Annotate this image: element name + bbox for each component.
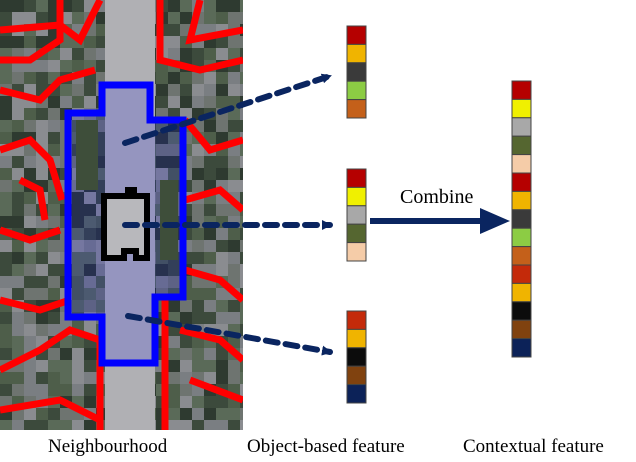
feature-cell xyxy=(511,135,532,156)
feature-cell xyxy=(511,80,532,100)
feature-cell xyxy=(511,246,532,266)
feature-cell xyxy=(511,209,532,229)
object-feature-vector-3 xyxy=(346,310,367,404)
combine-label: Combine xyxy=(400,186,474,208)
feature-cell xyxy=(511,319,532,340)
feature-cell xyxy=(511,282,532,303)
dashed-arrow-top xyxy=(122,73,333,146)
feature-cell xyxy=(346,347,367,367)
feature-cell xyxy=(511,154,532,174)
feature-cell xyxy=(346,168,367,188)
feature-cell xyxy=(346,43,367,64)
feature-cell xyxy=(346,99,367,119)
object-feature-vector-2 xyxy=(346,168,367,262)
feature-cell xyxy=(511,338,532,358)
feature-cell xyxy=(511,98,532,119)
neighbourhood-label: Neighbourhood xyxy=(48,436,168,457)
feature-cell xyxy=(346,384,367,404)
feature-cell xyxy=(346,80,367,101)
feature-cell xyxy=(346,25,367,45)
feature-cell xyxy=(346,223,367,244)
feature-cell xyxy=(511,190,532,211)
feature-cell xyxy=(511,264,532,284)
combine-arrowhead xyxy=(480,208,510,234)
dashed-arrow-bottom xyxy=(125,313,333,356)
feature-cell xyxy=(511,301,532,321)
feature-cell xyxy=(346,62,367,82)
feature-cell xyxy=(346,186,367,207)
feature-cell xyxy=(346,365,367,386)
feature-cell xyxy=(346,242,367,262)
object-feature-vector-1 xyxy=(346,25,367,119)
feature-cell xyxy=(346,328,367,349)
contextual-feature-label: Contextual feature xyxy=(463,436,604,457)
feature-cell xyxy=(511,117,532,137)
feature-cell xyxy=(346,310,367,330)
neighbourhood-image xyxy=(0,0,243,430)
feature-cell xyxy=(511,227,532,248)
feature-cell xyxy=(346,205,367,225)
contextual-feature-vector xyxy=(511,80,532,358)
feature-cell xyxy=(511,172,532,192)
object-based-feature-label: Object-based feature xyxy=(247,436,405,457)
